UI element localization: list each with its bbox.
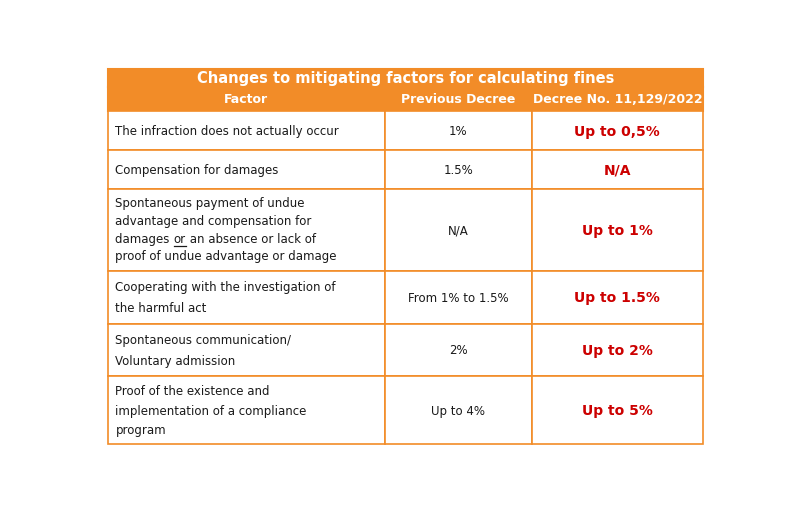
Bar xyxy=(108,189,384,272)
Bar xyxy=(532,189,702,272)
Bar xyxy=(108,70,702,88)
Text: Up to 4%: Up to 4% xyxy=(431,404,486,417)
Text: 1.5%: 1.5% xyxy=(444,164,473,177)
Text: N/A: N/A xyxy=(448,224,469,237)
Bar xyxy=(384,189,532,272)
Bar xyxy=(108,272,384,324)
Bar xyxy=(532,112,702,151)
Bar xyxy=(384,112,532,151)
Text: From 1% to 1.5%: From 1% to 1.5% xyxy=(408,291,509,304)
Text: 2%: 2% xyxy=(449,344,467,357)
Bar xyxy=(532,272,702,324)
Bar xyxy=(532,377,702,444)
Text: program: program xyxy=(115,423,166,436)
Text: Previous Decree: Previous Decree xyxy=(401,93,516,106)
Text: N/A: N/A xyxy=(604,163,631,177)
Bar xyxy=(108,377,384,444)
Text: Changes to mitigating factors for calculating fines: Changes to mitigating factors for calcul… xyxy=(197,71,614,86)
Text: The infraction does not actually occur: The infraction does not actually occur xyxy=(115,125,339,138)
Text: Spontaneous communication/: Spontaneous communication/ xyxy=(115,333,291,346)
Text: Up to 5%: Up to 5% xyxy=(582,404,653,417)
Bar xyxy=(532,151,702,189)
Text: proof of undue advantage or damage: proof of undue advantage or damage xyxy=(115,250,337,263)
Text: Up to 1.5%: Up to 1.5% xyxy=(574,291,660,305)
Text: an absence or lack of: an absence or lack of xyxy=(186,232,316,245)
Text: advantage and compensation for: advantage and compensation for xyxy=(115,214,312,228)
Text: Up to 1%: Up to 1% xyxy=(582,223,653,238)
Text: implementation of a compliance: implementation of a compliance xyxy=(115,404,307,417)
Text: Spontaneous payment of undue: Spontaneous payment of undue xyxy=(115,196,305,209)
Bar xyxy=(384,88,532,112)
Bar xyxy=(108,88,384,112)
Text: 1%: 1% xyxy=(449,125,467,138)
Text: Factor: Factor xyxy=(225,93,268,106)
Text: Cooperating with the investigation of: Cooperating with the investigation of xyxy=(115,281,336,294)
Bar xyxy=(384,377,532,444)
Text: or: or xyxy=(173,232,186,245)
Text: damages: damages xyxy=(115,232,173,245)
Bar xyxy=(108,324,384,377)
Bar xyxy=(532,88,702,112)
Bar xyxy=(108,112,384,151)
Bar xyxy=(384,324,532,377)
Text: Proof of the existence and: Proof of the existence and xyxy=(115,384,270,398)
Text: Decree No. 11,129/2022: Decree No. 11,129/2022 xyxy=(532,93,702,106)
Text: Up to 0,5%: Up to 0,5% xyxy=(574,124,660,138)
Text: Compensation for damages: Compensation for damages xyxy=(115,164,278,177)
Bar xyxy=(532,324,702,377)
Bar xyxy=(108,151,384,189)
Bar xyxy=(384,151,532,189)
Bar xyxy=(384,272,532,324)
Text: the harmful act: the harmful act xyxy=(115,302,206,315)
Text: Up to 2%: Up to 2% xyxy=(582,343,653,357)
Text: Voluntary admission: Voluntary admission xyxy=(115,354,236,367)
